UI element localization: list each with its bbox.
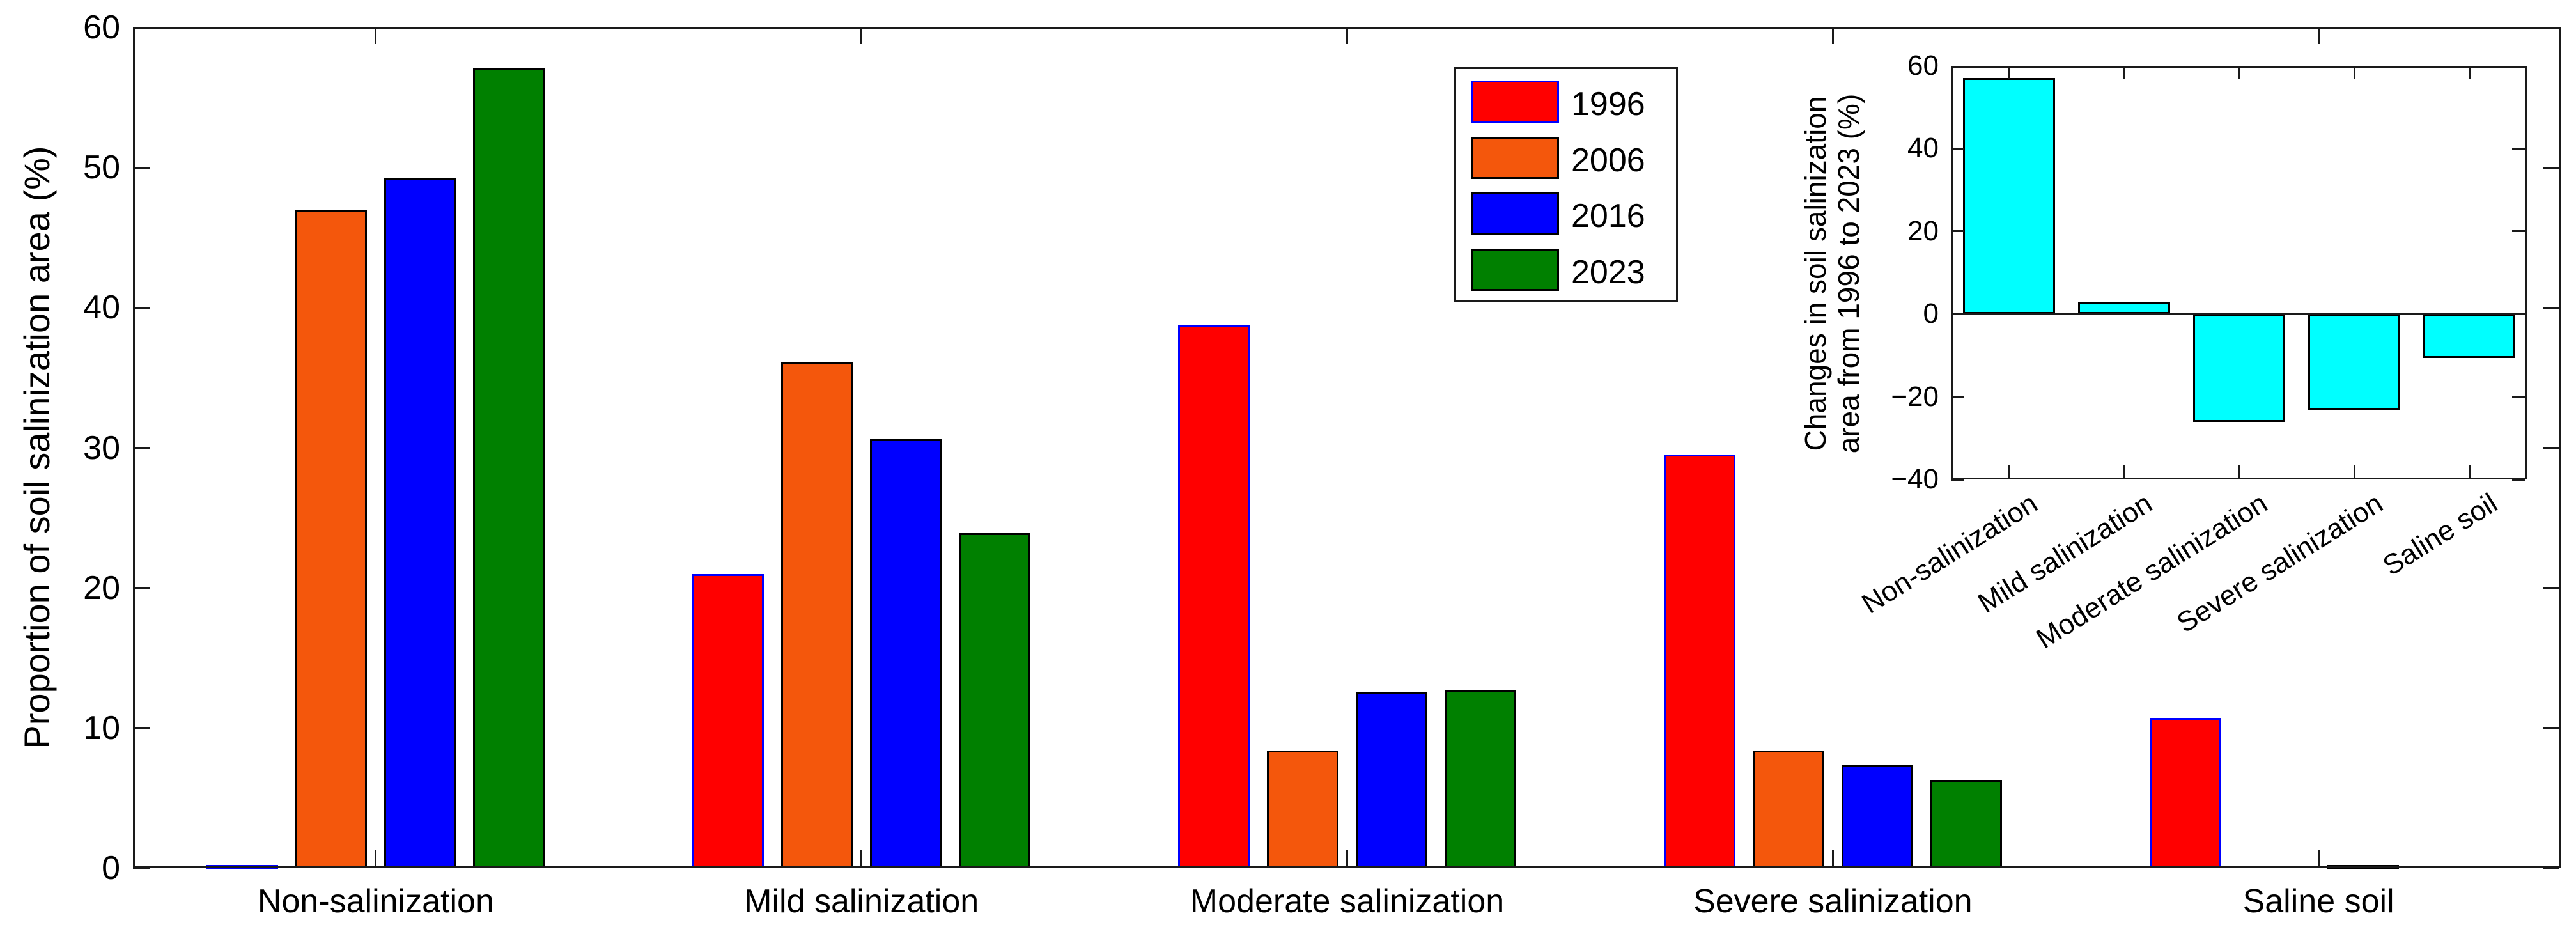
legend-label-2023: 2023 bbox=[1571, 254, 1645, 291]
main-y-tick-label-10: 10 bbox=[83, 709, 120, 747]
bar-2023-moderate-salinization bbox=[1445, 690, 1516, 868]
inset-y-tick-label-20: 20 bbox=[1907, 215, 1939, 247]
inset-x-tick-bottom-moderate-salinization bbox=[2238, 465, 2240, 478]
main-x-tick-top-saline-soil bbox=[2317, 27, 2320, 44]
inset-x-tick-top-saline-soil bbox=[2468, 66, 2471, 79]
legend-row-2023: 2023 bbox=[1456, 249, 1676, 291]
legend: 1996 2006 2016 2023 bbox=[1454, 67, 1678, 302]
inset-x-tick-top-non-salinization bbox=[2008, 66, 2010, 79]
inset-axes-box bbox=[1951, 66, 2527, 479]
inset-x-tick-top-severe-salinization bbox=[2353, 66, 2355, 79]
main-x-category-label-mild-salinization: Mild salinization bbox=[744, 883, 979, 920]
inset-zero-line bbox=[1951, 313, 2527, 315]
main-y-tick-label-20: 20 bbox=[83, 569, 120, 607]
main-x-tick-top-non-salinization bbox=[375, 27, 377, 44]
main-y-tick-label-50: 50 bbox=[83, 149, 120, 187]
inset-x-tick-bottom-non-salinization bbox=[2008, 465, 2010, 478]
inset-bar-saline-soil bbox=[2423, 314, 2515, 359]
main-y-tick-label-60: 60 bbox=[83, 9, 120, 46]
bar-2006-non-salinization bbox=[295, 209, 368, 868]
inset-x-tick-bottom-saline-soil bbox=[2468, 465, 2471, 478]
main-x-tick-top-moderate-salinization bbox=[1346, 27, 1348, 44]
inset-y-tick-label--20: −20 bbox=[1891, 380, 1939, 412]
inset-plot-area bbox=[1951, 66, 2527, 481]
main-x-category-label-moderate-salinization: Moderate salinization bbox=[1190, 883, 1505, 920]
legend-label-2006: 2006 bbox=[1571, 142, 1645, 179]
inset-bar-mild-salinization bbox=[2078, 302, 2170, 315]
inset-x-tick-top-mild-salinization bbox=[2123, 66, 2125, 79]
bar-2016-mild-salinization bbox=[870, 439, 942, 868]
main-y-tick-left-0 bbox=[133, 867, 150, 869]
inset-bar-moderate-salinization bbox=[2193, 314, 2285, 423]
main-y-tick-left-50 bbox=[133, 166, 150, 169]
bar-2016-non-salinization bbox=[384, 177, 456, 868]
inset-y-tick-left-0 bbox=[1951, 313, 1964, 315]
bar-1996-severe-salinization bbox=[1663, 455, 1735, 868]
main-y-tick-label-30: 30 bbox=[83, 429, 120, 467]
main-y-tick-right-30 bbox=[2543, 447, 2559, 449]
main-axes-box bbox=[133, 27, 2561, 868]
main-y-tick-right-10 bbox=[2543, 727, 2559, 729]
main-x-category-label-non-salinization: Non-salinization bbox=[257, 883, 494, 920]
main-y-tick-left-30 bbox=[133, 447, 150, 449]
legend-label-1996: 1996 bbox=[1571, 86, 1645, 123]
main-x-tick-bottom-mild-salinization bbox=[860, 850, 863, 866]
bar-1996-mild-salinization bbox=[692, 573, 764, 868]
main-y-tick-right-0 bbox=[2543, 867, 2559, 869]
main-x-tick-top-severe-salinization bbox=[1831, 27, 1834, 44]
main-y-tick-right-40 bbox=[2543, 306, 2559, 309]
inset-x-tick-bottom-mild-salinization bbox=[2123, 465, 2125, 478]
inset-y-tick-label-60: 60 bbox=[1907, 50, 1939, 81]
inset-y-tick-right--40 bbox=[2512, 478, 2525, 481]
legend-swatch-2023 bbox=[1471, 249, 1559, 291]
main-x-tick-bottom-saline-soil bbox=[2317, 850, 2320, 866]
inset-y-tick-right--20 bbox=[2512, 396, 2525, 398]
main-x-tick-bottom-moderate-salinization bbox=[1346, 850, 1348, 866]
bar-2006-mild-salinization bbox=[781, 362, 853, 868]
main-y-tick-left-20 bbox=[133, 587, 150, 589]
inset-y-tick-label-40: 40 bbox=[1907, 132, 1939, 164]
main-y-tick-label-40: 40 bbox=[83, 289, 120, 327]
legend-swatch-2006 bbox=[1471, 137, 1559, 179]
inset-x-tick-top-moderate-salinization bbox=[2238, 66, 2240, 79]
main-y-tick-label-0: 0 bbox=[102, 850, 120, 887]
bar-2006-moderate-salinization bbox=[1267, 750, 1338, 868]
inset-y-tick-left-20 bbox=[1951, 230, 1964, 233]
inset-bar-non-salinization bbox=[1963, 77, 2055, 315]
bar-2023-severe-salinization bbox=[1930, 779, 2002, 868]
main-y-tick-right-20 bbox=[2543, 587, 2559, 589]
legend-swatch-1996 bbox=[1471, 81, 1559, 123]
inset-x-tick-bottom-severe-salinization bbox=[2353, 465, 2355, 478]
inset-y-tick-label--40: −40 bbox=[1891, 463, 1939, 495]
legend-label-2016: 2016 bbox=[1571, 198, 1645, 235]
main-y-tick-right-50 bbox=[2543, 166, 2559, 169]
bar-1996-moderate-salinization bbox=[1178, 324, 1250, 868]
main-y-tick-left-10 bbox=[133, 727, 150, 729]
main-x-category-label-severe-salinization: Severe salinization bbox=[1693, 883, 1973, 920]
inset-y-tick-left-40 bbox=[1951, 147, 1964, 150]
legend-swatch-2016 bbox=[1471, 192, 1559, 235]
main-x-tick-bottom-non-salinization bbox=[375, 850, 377, 866]
inset-y-tick-label-0: 0 bbox=[1923, 298, 1939, 330]
inset-bar-severe-salinization bbox=[2308, 314, 2400, 410]
bar-2023-non-salinization bbox=[473, 68, 545, 868]
inset-y-tick-right-0 bbox=[2512, 313, 2525, 315]
main-y-tick-left-40 bbox=[133, 306, 150, 309]
inset-y-tick-left--40 bbox=[1951, 478, 1964, 481]
inset-y-tick-left--20 bbox=[1951, 396, 1964, 398]
main-x-tick-top-mild-salinization bbox=[860, 27, 863, 44]
main-x-tick-bottom-severe-salinization bbox=[1831, 850, 1834, 866]
bar-2023-mild-salinization bbox=[959, 533, 1031, 868]
inset-y-tick-right-20 bbox=[2512, 230, 2525, 233]
bar-2016-moderate-salinization bbox=[1356, 691, 1427, 868]
main-x-category-label-saline-soil: Saline soil bbox=[2242, 883, 2394, 920]
legend-row-2016: 2016 bbox=[1456, 192, 1676, 235]
inset-y-tick-right-40 bbox=[2512, 147, 2525, 150]
legend-row-2006: 2006 bbox=[1456, 137, 1676, 179]
legend-row-1996: 1996 bbox=[1456, 81, 1676, 123]
